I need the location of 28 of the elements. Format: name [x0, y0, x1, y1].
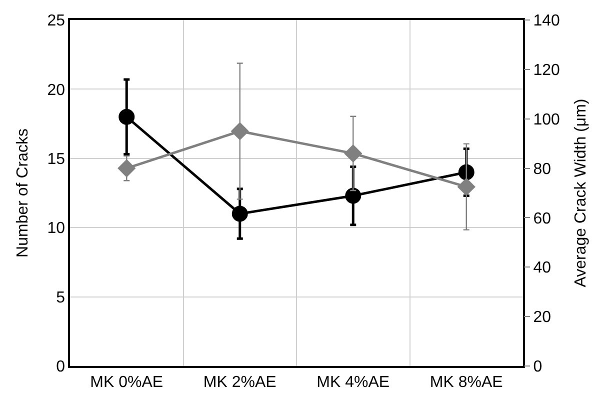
y-tick-label: 5	[56, 289, 66, 306]
y2-axis-title: Average Crack Width (μm)	[572, 98, 590, 288]
y2-tick-label: 20	[533, 309, 552, 326]
y2-tick-label: 120	[533, 62, 560, 80]
y2-tick-label: 40	[533, 260, 552, 277]
point	[230, 122, 249, 140]
x-tick-label: MK 0%AE	[90, 374, 164, 391]
point	[118, 108, 135, 125]
point	[232, 206, 248, 222]
y2-tick-label: 60	[533, 210, 552, 228]
point	[345, 188, 362, 204]
point	[458, 164, 474, 180]
point	[118, 159, 136, 178]
y-tick-label: 20	[47, 82, 66, 99]
x-tick-label: MK 4%AE	[316, 374, 390, 391]
point	[344, 144, 362, 163]
y-tick-label: 0	[56, 358, 66, 376]
y2-tick-label: 140	[533, 12, 560, 30]
y-tick-label: 15	[47, 151, 66, 168]
point	[457, 178, 476, 196]
y2-tick-label: 80	[533, 160, 552, 178]
x-tick-label: MK 2%AE	[203, 374, 276, 391]
y2-tick-label: 100	[533, 111, 560, 128]
y-axis-title: Number of Cracks	[14, 128, 32, 258]
x-tick-label: MK 8%AE	[430, 374, 503, 391]
y2-tick-label: 0	[533, 358, 542, 376]
y-tick-label: 25	[47, 12, 66, 30]
y-tick-label: 10	[47, 220, 66, 238]
